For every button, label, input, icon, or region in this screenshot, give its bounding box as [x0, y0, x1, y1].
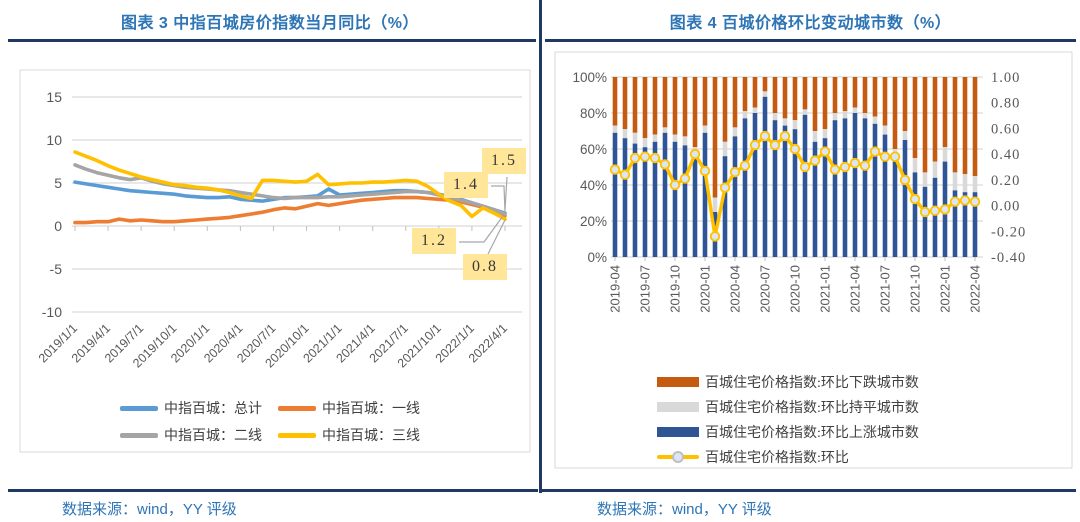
right-left-axis-label: 100% — [572, 70, 607, 85]
data-label-1-2: 1.2 — [412, 228, 456, 254]
panel-divider — [539, 0, 542, 493]
callout-leader-lines — [459, 176, 508, 255]
right-right-axis-label: 0.20 — [991, 173, 1020, 189]
left-y-tick-label: 10 — [46, 132, 62, 148]
left-chart-legend: 中指百城：总计 中指百城：一线中指百城：二线 中指百城：三线 — [0, 398, 540, 445]
right-plot-frame — [554, 51, 1073, 469]
legend-line-swatch — [278, 432, 316, 438]
right-right-axis-label: 0.60 — [991, 121, 1020, 137]
right-left-axis-label: 80% — [580, 106, 607, 121]
legend-item-百城住宅价格指数:环比下跌城市数: 百城住宅价格指数:环比下跌城市数 — [657, 372, 919, 392]
right-x-tick-label: 2020-10 — [788, 265, 803, 313]
legend-line-swatch — [120, 432, 158, 438]
left-x-axis-ticks — [74, 226, 506, 231]
legend-bar-swatch — [657, 377, 699, 387]
legend-item-百城住宅价格指数:环比: 百城住宅价格指数:环比 — [657, 447, 919, 467]
legend-label: 中指百城：一线 — [322, 402, 420, 417]
right-x-tick-label: 2019-07 — [638, 265, 653, 313]
right-right-axis-label: -0.40 — [991, 250, 1026, 266]
right-chart-panel: 图表 4 百城价格环比变动城市数（%） 100% 80% 60% 40% 20% 0% 1.… — [541, 0, 1080, 522]
legend-item-百城住宅价格指数:环比上涨城市数: 百城住宅价格指数:环比上涨城市数 — [657, 422, 919, 442]
legend-label: 百城住宅价格指数:环比持平城市数 — [705, 401, 919, 416]
right-x-tick-label: 2019-10 — [668, 265, 683, 313]
legend-item-中指百城：一线: 中指百城：一线 — [278, 398, 420, 418]
line-chart-yoy: 151050-5-102019/1/12019/4/12019/7/12019/… — [19, 69, 531, 453]
right-x-tick-label: 2019-04 — [608, 265, 623, 313]
right-right-axis-label: 0.40 — [991, 147, 1020, 163]
right-chart-title: 图表 4 百城价格环比变动城市数（%） — [669, 15, 952, 32]
line-markers-mom — [609, 130, 981, 242]
right-left-axis-label: 60% — [580, 142, 607, 157]
series-line-中指百城：一线 — [73, 195, 507, 225]
right-x-tick-label: 2020-01 — [698, 265, 713, 313]
legend-bar-swatch — [657, 402, 699, 412]
right-left-axis-label: 0% — [587, 250, 607, 265]
legend-bar-swatch — [657, 427, 699, 437]
legend-line-swatch — [120, 405, 158, 411]
right-chart-legend: 百城住宅价格指数:环比下跌城市数 百城住宅价格指数:环比持平城市数 百城住宅价格指数… — [657, 372, 919, 467]
left-y-tick-label: -10 — [42, 304, 62, 320]
left-y-tick-label: 5 — [54, 175, 62, 191]
right-x-tick-label: 2020-07 — [758, 265, 773, 313]
left-title-rule — [8, 39, 536, 42]
right-x-tick-label: 2021-01 — [818, 265, 833, 313]
bars-fall-cities — [612, 77, 978, 198]
legend-item-百城住宅价格指数:环比持平城市数: 百城住宅价格指数:环比持平城市数 — [657, 397, 919, 417]
left-y-tick-label: -5 — [50, 261, 63, 277]
left-source-rule — [8, 489, 538, 492]
legend-label: 百城住宅价格指数:环比上涨城市数 — [705, 426, 919, 441]
right-right-axis-label: -0.20 — [991, 224, 1026, 240]
left-source-text: 数据来源：wind，YY 评级 — [62, 501, 237, 518]
data-label-1-5: 1.5 — [482, 148, 526, 174]
right-x-tick-label: 2022-04 — [968, 265, 983, 313]
left-plot-frame — [19, 69, 531, 453]
right-x-axis-ticks — [614, 257, 976, 261]
legend-row: 中指百城：二线 中指百城：三线 — [120, 425, 420, 445]
left-chart-title: 图表 3 中指百城房价指数当月同比（%） — [120, 15, 420, 32]
right-left-axis-label: 40% — [580, 178, 607, 193]
right-x-tick-label: 2021-10 — [908, 265, 923, 313]
right-source-rule — [542, 489, 1076, 492]
legend-label: 中指百城：总计 — [164, 402, 262, 417]
left-chart-panel: 图表 3 中指百城房价指数当月同比（%） 15 10 5 0 -5 -10 2019/1/1… — [0, 15, 540, 518]
legend-line-swatch — [278, 405, 316, 411]
legend-item-中指百城：三线: 中指百城：三线 — [278, 425, 420, 445]
legend-label: 中指百城：二线 — [164, 429, 262, 444]
right-x-tick-label: 2022-01 — [938, 265, 953, 313]
stacked-bar-chart-mom: 100% 80% 60% 40% 20% 0% 1.00 0.80 0.60 0.40 0.20 0.… — [554, 51, 1073, 469]
legend-line-marker-swatch — [657, 451, 699, 463]
legend-row: 中指百城：总计 中指百城：一线 — [120, 398, 420, 418]
right-left-axis-label: 20% — [580, 214, 607, 229]
right-right-axis-label: 0.00 — [991, 199, 1020, 215]
legend-label: 百城住宅价格指数:环比 — [705, 451, 849, 466]
left-y-tick-label: 0 — [54, 218, 62, 234]
right-source-text: 数据来源：wind，YY 评级 — [597, 501, 772, 518]
right-right-axis-label: 1.00 — [991, 70, 1020, 86]
legend-item-中指百城：总计: 中指百城：总计 — [120, 398, 262, 418]
legend-label: 百城住宅价格指数:环比下跌城市数 — [705, 376, 919, 391]
legend-item-中指百城：二线: 中指百城：二线 — [120, 425, 262, 445]
data-label-0-8: 0.8 — [463, 254, 507, 280]
right-x-tick-label: 2021-04 — [848, 265, 863, 313]
right-x-tick-label: 2020-04 — [728, 265, 743, 313]
right-x-tick-label: 2021-07 — [878, 265, 893, 313]
legend-label: 中指百城：三线 — [322, 429, 420, 444]
series-line-中指百城：三线 — [73, 150, 507, 221]
data-label-1-4: 1.4 — [444, 172, 488, 198]
right-title-rule — [545, 39, 1076, 42]
left-y-tick-label: 15 — [46, 89, 62, 105]
right-right-axis-label: 0.80 — [991, 96, 1020, 112]
